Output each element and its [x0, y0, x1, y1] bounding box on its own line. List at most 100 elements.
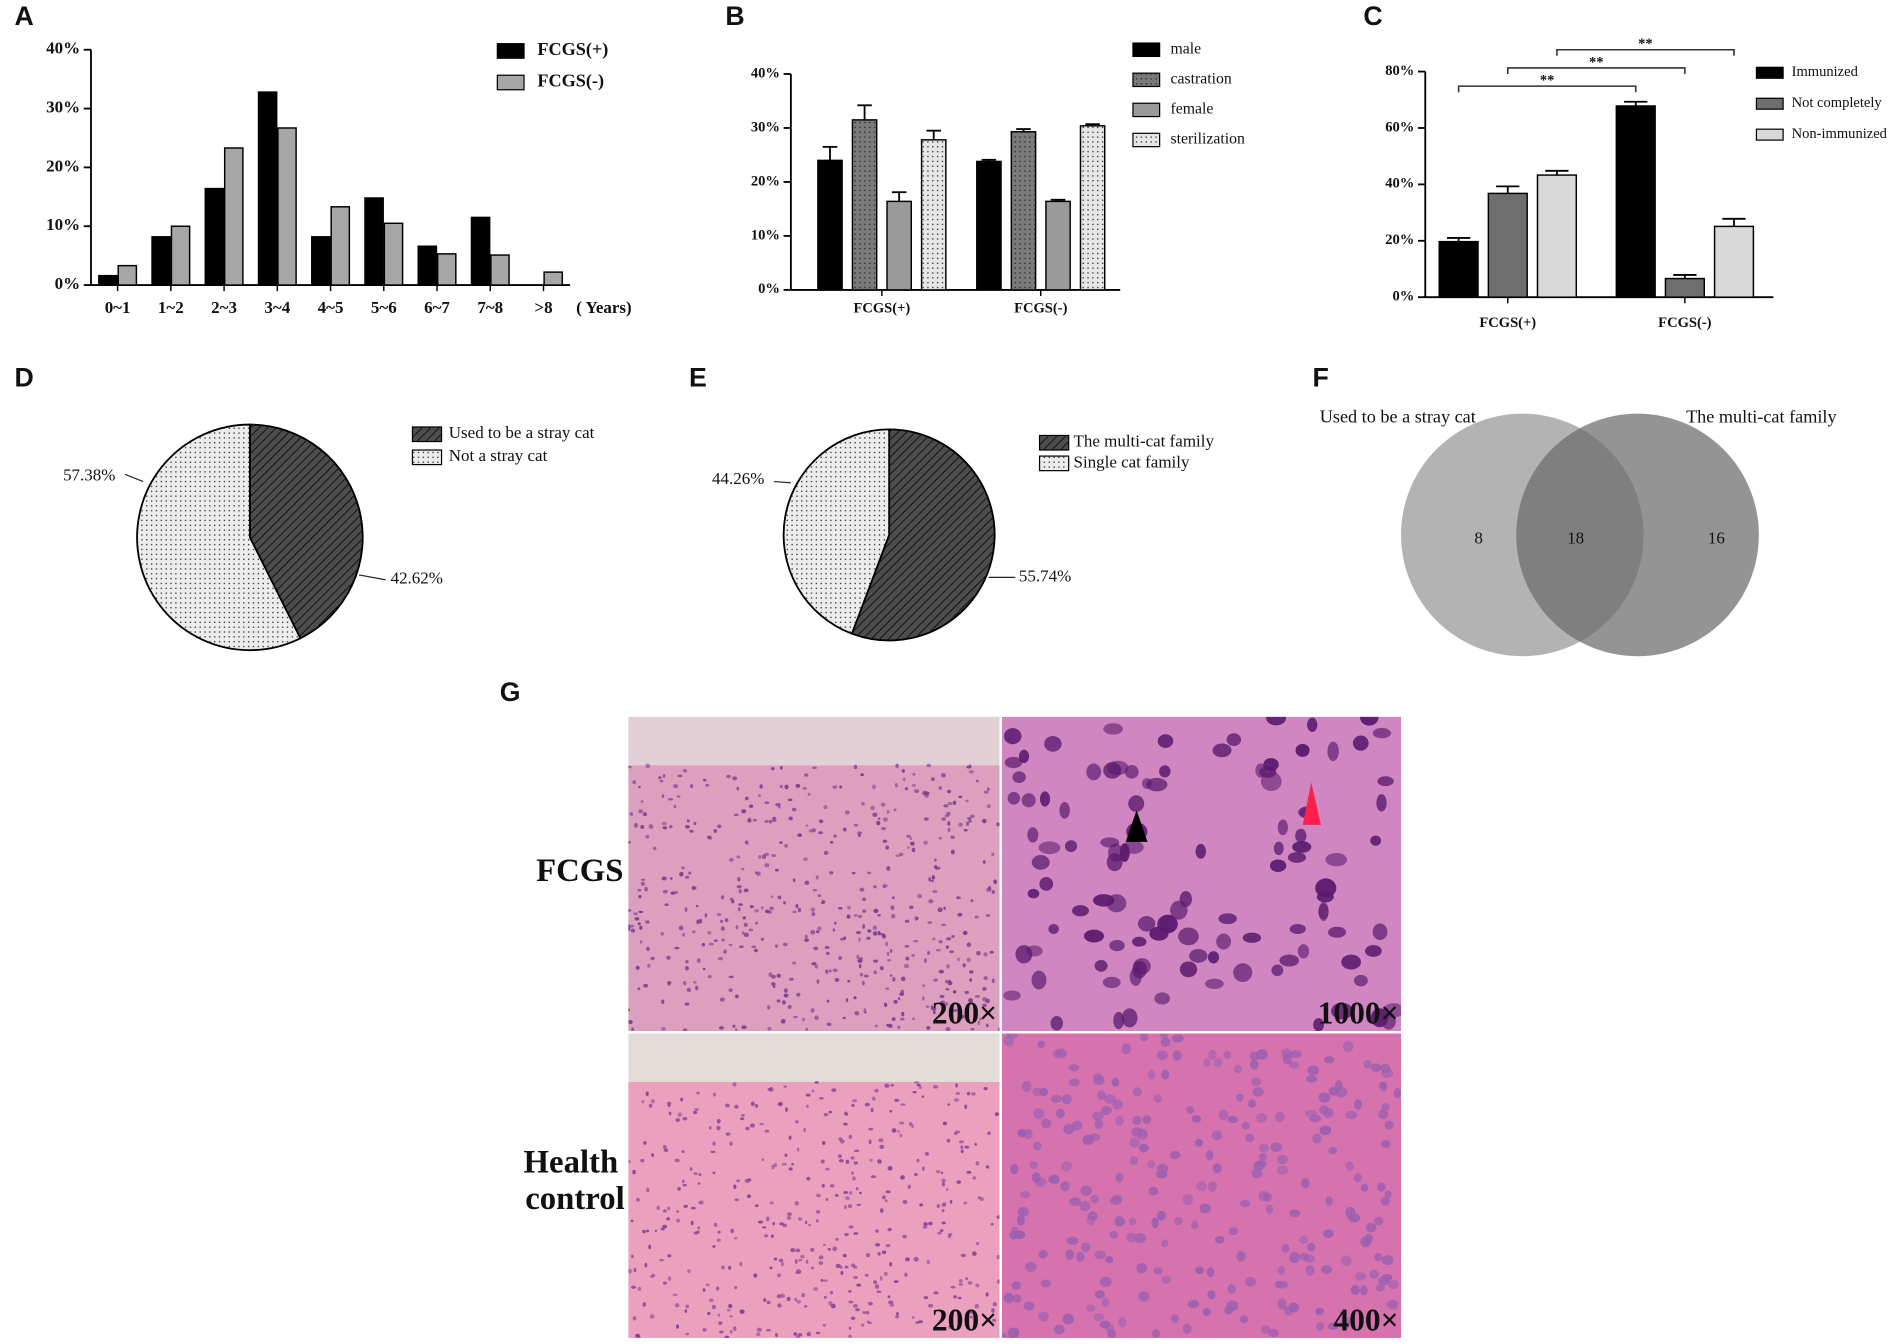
- cell: [661, 999, 665, 1004]
- cell: [990, 1222, 994, 1226]
- cell: [989, 950, 994, 954]
- cell: [745, 1126, 750, 1131]
- error-bar: [891, 191, 907, 202]
- cell: [758, 854, 762, 859]
- legend-label: The multi-cat family: [1074, 432, 1215, 451]
- bar: [490, 254, 510, 286]
- panel-label: B: [725, 1, 744, 31]
- cell: [684, 965, 689, 971]
- cell: [808, 829, 814, 833]
- cell: [705, 783, 710, 787]
- cell: [956, 1180, 962, 1184]
- cell: [1039, 791, 1051, 807]
- cell: [874, 1024, 878, 1028]
- cell: [764, 863, 770, 868]
- cell: [915, 1320, 920, 1325]
- cell: [1029, 1161, 1038, 1170]
- cell: [899, 1017, 905, 1021]
- legend-label: Not a stray cat: [449, 446, 548, 465]
- cell: [1208, 1049, 1217, 1060]
- cell: [759, 784, 763, 789]
- row-label: FCGS: [536, 853, 623, 889]
- cell: [771, 982, 776, 986]
- cell: [1360, 1183, 1369, 1192]
- error-bar: [1624, 100, 1648, 106]
- cell: [844, 810, 850, 815]
- tissue: [628, 765, 1000, 1032]
- y-tick-label: 20%: [751, 173, 780, 189]
- cell: [971, 1251, 977, 1256]
- cell: [879, 1208, 884, 1213]
- panel-label: G: [500, 677, 521, 707]
- cell: [884, 1003, 888, 1007]
- cell: [747, 1178, 752, 1182]
- cell: [780, 765, 783, 770]
- cell: [829, 1291, 834, 1295]
- cell: [778, 1258, 784, 1263]
- cell: [923, 1222, 928, 1226]
- cell: [633, 912, 638, 916]
- cell: [909, 837, 913, 841]
- cell: [783, 900, 786, 905]
- cell: [974, 1142, 977, 1146]
- cell: [788, 977, 794, 981]
- cell: [795, 1248, 801, 1253]
- cell: [797, 1332, 803, 1337]
- cell: [1370, 1063, 1382, 1072]
- cell: [1069, 1197, 1082, 1206]
- cell: [808, 1223, 811, 1227]
- cell: [628, 924, 631, 929]
- cell: [900, 1103, 906, 1106]
- cell: [885, 987, 890, 990]
- y-tick-label: 0%: [55, 274, 80, 293]
- cell: [1011, 1281, 1021, 1290]
- cell: [675, 1324, 680, 1329]
- cell: [892, 896, 895, 900]
- cell: [1147, 1160, 1156, 1169]
- cell: [814, 964, 819, 969]
- cell: [852, 1303, 858, 1308]
- cell: [769, 1201, 774, 1205]
- magnification-label: 1000×: [1318, 996, 1399, 1031]
- legend-label: Immunized: [1792, 64, 1859, 80]
- cell: [716, 1118, 721, 1124]
- cell: [1080, 1185, 1093, 1196]
- cell: [909, 905, 914, 910]
- cell: [766, 1328, 771, 1332]
- cell: [637, 922, 641, 926]
- cell: [853, 764, 858, 770]
- cell: [1307, 717, 1318, 732]
- cell: [882, 885, 886, 889]
- cell: [732, 1024, 736, 1028]
- x-tick-label: 5~6: [371, 298, 397, 317]
- cell: [1260, 771, 1282, 792]
- cell: [1187, 1300, 1200, 1309]
- cell: [640, 1158, 645, 1163]
- cell: [629, 812, 634, 816]
- bar: [364, 197, 384, 286]
- cell: [804, 938, 810, 942]
- cell: [796, 1300, 801, 1304]
- cell: [717, 824, 722, 829]
- legend-swatch: [1755, 97, 1784, 110]
- cell: [733, 1184, 737, 1189]
- cell: [1178, 927, 1199, 946]
- cell: [955, 1091, 960, 1096]
- y-tick-label: 30%: [751, 119, 780, 135]
- cell: [991, 1308, 995, 1313]
- cell: [712, 1244, 716, 1249]
- slice-label: 55.74%: [1019, 566, 1071, 585]
- cell: [752, 818, 758, 822]
- cell: [853, 996, 857, 1000]
- cell: [739, 1309, 745, 1314]
- cell: [966, 821, 970, 826]
- cell: [941, 1203, 946, 1207]
- cell: [728, 943, 733, 947]
- x-axis-label: ( Years): [576, 298, 631, 317]
- cell: [821, 1183, 825, 1188]
- cell: [1033, 1108, 1045, 1120]
- cell: [823, 805, 828, 810]
- cell: [1263, 757, 1279, 772]
- row-label-line: Health: [524, 1144, 627, 1180]
- cell: [1062, 1313, 1074, 1325]
